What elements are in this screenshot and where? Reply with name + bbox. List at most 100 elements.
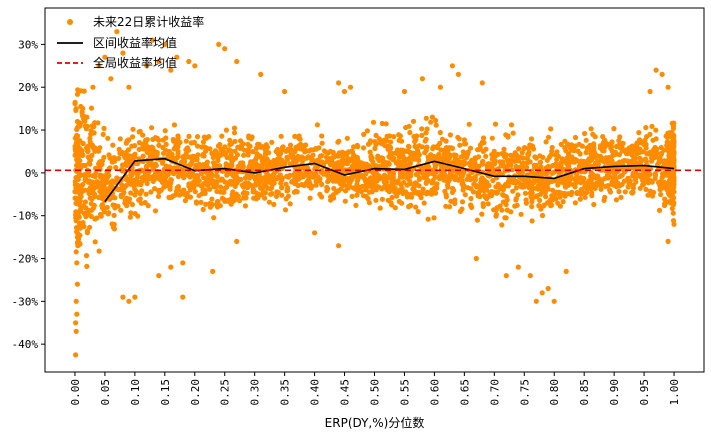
- scatter-point: [548, 126, 553, 131]
- scatter-point: [78, 163, 83, 168]
- scatter-point: [153, 208, 158, 213]
- scatter-point: [243, 203, 248, 208]
- scatter-point: [170, 155, 175, 160]
- scatter-point: [483, 180, 488, 185]
- scatter-point: [481, 188, 486, 193]
- scatter-point: [508, 153, 513, 158]
- x-tick-label: 0.85: [578, 379, 591, 406]
- scatter-point: [448, 132, 453, 137]
- scatter-point: [373, 142, 378, 147]
- scatter-point: [78, 198, 83, 203]
- scatter-point: [237, 198, 242, 203]
- scatter-point: [671, 211, 676, 216]
- scatter-point: [426, 217, 431, 222]
- scatter-point: [630, 190, 635, 195]
- scatter-point: [447, 152, 452, 157]
- scatter-point: [97, 249, 102, 254]
- x-tick-label: 1.00: [668, 379, 681, 406]
- scatter-point: [512, 159, 517, 164]
- scatter-point: [253, 158, 258, 163]
- scatter-point: [78, 193, 83, 198]
- scatter-point: [408, 150, 413, 155]
- scatter-point: [299, 146, 304, 151]
- scatter-point: [341, 158, 346, 163]
- scatter-point: [269, 140, 274, 145]
- x-tick-label: 0.95: [638, 379, 651, 406]
- scatter-point: [545, 158, 550, 163]
- scatter-point: [525, 184, 530, 189]
- scatter-point: [608, 157, 613, 162]
- scatter-point: [335, 177, 340, 182]
- x-tick-label: 0.10: [129, 379, 142, 406]
- scatter-point: [74, 312, 79, 317]
- scatter-point: [222, 46, 227, 51]
- scatter-point: [160, 161, 165, 166]
- scatter-point: [428, 120, 433, 125]
- scatter-point: [666, 85, 671, 90]
- scatter-point: [312, 230, 317, 235]
- scatter-point: [429, 187, 434, 192]
- scatter-point: [87, 225, 92, 230]
- scatter-point: [132, 295, 137, 300]
- scatter-point: [201, 207, 206, 212]
- scatter-point: [175, 144, 180, 149]
- y-tick-label: -40%: [12, 338, 39, 351]
- scatter-point: [475, 218, 480, 223]
- scatter-point: [336, 243, 341, 248]
- scatter-point: [89, 106, 94, 111]
- scatter-point: [486, 201, 491, 206]
- scatter-point: [74, 106, 79, 111]
- scatter-point: [280, 176, 285, 181]
- scatter-point: [444, 192, 449, 197]
- scatter-point: [465, 177, 470, 182]
- scatter-point: [424, 116, 429, 121]
- scatter-point: [377, 158, 382, 163]
- scatter-point: [575, 179, 580, 184]
- scatter-point: [138, 181, 143, 186]
- scatter-point: [502, 154, 507, 159]
- scatter-point: [77, 174, 82, 179]
- scatter-point: [376, 184, 381, 189]
- scatter-point: [568, 181, 573, 186]
- scatter-point: [194, 201, 199, 206]
- scatter-point: [519, 212, 524, 217]
- scatter-point: [451, 174, 456, 179]
- scatter-point: [285, 147, 290, 152]
- scatter-point: [80, 106, 85, 111]
- scatter-point: [494, 191, 499, 196]
- scatter-point: [126, 137, 131, 142]
- scatter-point: [450, 186, 455, 191]
- scatter-point: [456, 72, 461, 77]
- scatter-point: [345, 136, 350, 141]
- scatter-point: [518, 165, 523, 170]
- scatter-point: [406, 144, 411, 149]
- x-tick-label: 0.65: [458, 379, 471, 406]
- scatter-point: [132, 155, 137, 160]
- scatter-point: [462, 161, 467, 166]
- scatter-point: [74, 249, 79, 254]
- scatter-point: [105, 136, 110, 141]
- scatter-point: [602, 176, 607, 181]
- scatter-point: [592, 175, 597, 180]
- legend-marker-scatter: [67, 19, 73, 25]
- scatter-point: [533, 186, 538, 191]
- x-tick-label: 0.15: [159, 379, 172, 406]
- scatter-point: [241, 153, 246, 158]
- scatter-point: [118, 136, 123, 141]
- scatter-point: [651, 190, 656, 195]
- scatter-point: [589, 193, 594, 198]
- scatter-point: [412, 139, 417, 144]
- scatter-point: [263, 147, 268, 152]
- scatter-point: [476, 193, 481, 198]
- scatter-point: [242, 181, 247, 186]
- scatter-point: [315, 174, 320, 179]
- scatter-point: [359, 173, 364, 178]
- scatter-point: [416, 157, 421, 162]
- scatter-point: [138, 129, 143, 134]
- scatter-point: [662, 158, 667, 163]
- scatter-point: [142, 146, 147, 151]
- scatter-point: [84, 253, 89, 258]
- scatter-point: [609, 140, 614, 145]
- legend-label: 未来22日累计收益率: [93, 14, 204, 29]
